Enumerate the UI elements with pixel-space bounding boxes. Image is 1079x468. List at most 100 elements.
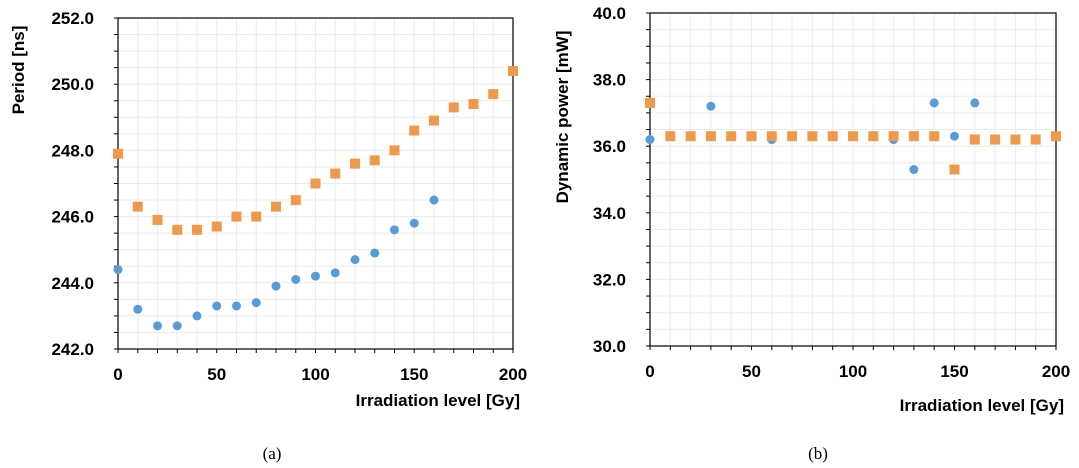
x-tick-labels: 0 50 100 150 200 bbox=[113, 365, 527, 384]
data-point-square bbox=[271, 201, 281, 212]
y-tick-label: 248.0 bbox=[51, 141, 94, 160]
x-tick-label: 50 bbox=[742, 362, 761, 381]
data-point-circle bbox=[370, 248, 380, 258]
data-point-square bbox=[1010, 134, 1021, 145]
plot-frame bbox=[646, 12, 1057, 350]
data-point-circle bbox=[172, 321, 182, 331]
data-point-circle bbox=[706, 101, 716, 111]
data-point-square bbox=[211, 221, 222, 232]
data-point-square bbox=[488, 89, 499, 100]
data-point-square bbox=[1030, 134, 1041, 145]
data-point-square bbox=[132, 201, 143, 212]
data-point-square bbox=[429, 115, 439, 126]
y-axis-title: Period [ns] bbox=[9, 26, 28, 115]
y-tick-labels: 30.0 32.0 34.0 36.0 38.0 40.0 bbox=[593, 4, 626, 356]
data-point-circle bbox=[251, 298, 261, 308]
data-point-square bbox=[827, 131, 838, 142]
x-axis-title: Irradiation level [Gy] bbox=[356, 391, 520, 410]
chart-panel-a: 242.0 244.0 246.0 248.0 250.0 252.0 0 50 100 150… bbox=[9, 9, 527, 463]
caption-a: (a) bbox=[263, 444, 282, 463]
caption-b: (b) bbox=[808, 444, 828, 463]
data-point-circle bbox=[929, 98, 939, 108]
data-point-square bbox=[726, 131, 737, 142]
grid bbox=[650, 13, 1056, 346]
data-point-circle bbox=[153, 321, 162, 331]
data-point-circle bbox=[909, 165, 919, 175]
data-point-square bbox=[645, 97, 655, 108]
data-point-square bbox=[508, 65, 518, 76]
data-point-circle bbox=[113, 265, 123, 275]
data-point-square bbox=[290, 195, 301, 206]
data-points bbox=[645, 97, 1061, 175]
x-tick-label: 150 bbox=[400, 365, 428, 384]
plot-frame bbox=[114, 17, 514, 353]
data-point-square bbox=[192, 224, 202, 235]
data-point-square bbox=[448, 102, 459, 113]
data-point-square bbox=[969, 134, 980, 145]
data-point-square bbox=[665, 131, 676, 142]
y-tick-label: 244.0 bbox=[51, 274, 94, 293]
data-point-square bbox=[705, 131, 716, 142]
y-tick-label: 30.0 bbox=[593, 337, 626, 356]
x-axis-title: Irradiation level [Gy] bbox=[900, 396, 1064, 415]
data-point-square bbox=[172, 224, 183, 235]
x-tick-label: 200 bbox=[1042, 362, 1070, 381]
data-point-square bbox=[1051, 131, 1061, 142]
data-point-circle bbox=[192, 311, 202, 321]
x-tick-label: 200 bbox=[499, 365, 527, 384]
data-point-circle bbox=[330, 268, 340, 278]
data-point-square bbox=[949, 164, 960, 175]
x-tick-label: 0 bbox=[645, 362, 654, 381]
y-tick-label: 34.0 bbox=[593, 204, 626, 223]
y-tick-labels: 242.0 244.0 246.0 248.0 250.0 252.0 bbox=[51, 9, 94, 359]
data-point-square bbox=[746, 131, 757, 142]
data-point-square bbox=[766, 131, 777, 142]
data-point-circle bbox=[311, 271, 320, 281]
data-point-square bbox=[113, 148, 123, 159]
x-tick-label: 100 bbox=[301, 365, 329, 384]
data-point-circle bbox=[645, 135, 655, 145]
data-point-circle bbox=[409, 218, 419, 228]
data-point-circle bbox=[950, 131, 959, 141]
x-tick-label: 0 bbox=[113, 365, 122, 384]
data-point-circle bbox=[429, 195, 439, 205]
x-tick-label: 150 bbox=[940, 362, 968, 381]
y-tick-label: 36.0 bbox=[593, 137, 626, 156]
data-point-circle bbox=[350, 255, 360, 265]
data-point-square bbox=[152, 214, 163, 225]
data-point-circle bbox=[232, 301, 241, 311]
y-tick-label: 32.0 bbox=[593, 270, 626, 289]
data-point-circle bbox=[291, 274, 301, 284]
data-point-square bbox=[685, 131, 696, 142]
data-point-square bbox=[330, 168, 341, 179]
data-point-square bbox=[231, 211, 242, 222]
data-point-circle bbox=[970, 98, 980, 108]
y-axis-title: Dynamic power [mW] bbox=[553, 31, 572, 204]
y-tick-label: 242.0 bbox=[51, 340, 94, 359]
chart-panel-b: 30.0 32.0 34.0 36.0 38.0 40.0 0 50 100 150 200 Dy… bbox=[553, 4, 1070, 463]
data-point-square bbox=[369, 155, 380, 166]
data-point-square bbox=[990, 134, 1001, 145]
data-point-circle bbox=[390, 225, 399, 235]
y-tick-label: 252.0 bbox=[51, 9, 94, 28]
data-point-square bbox=[787, 131, 798, 142]
data-point-square bbox=[310, 178, 321, 189]
y-tick-label: 38.0 bbox=[593, 71, 626, 90]
grid bbox=[118, 18, 513, 349]
data-point-square bbox=[908, 131, 919, 142]
data-point-square bbox=[848, 131, 858, 142]
data-point-circle bbox=[212, 301, 222, 311]
data-points bbox=[113, 65, 518, 331]
data-point-square bbox=[251, 211, 262, 222]
y-tick-label: 250.0 bbox=[51, 75, 94, 94]
y-tick-label: 246.0 bbox=[51, 208, 94, 227]
data-point-square bbox=[868, 131, 879, 142]
data-point-square bbox=[807, 131, 818, 142]
x-tick-label: 50 bbox=[207, 365, 226, 384]
data-point-circle bbox=[271, 281, 281, 291]
data-point-square bbox=[389, 145, 400, 156]
data-point-circle bbox=[133, 304, 143, 314]
data-point-square bbox=[929, 131, 940, 142]
data-point-square bbox=[888, 131, 899, 142]
